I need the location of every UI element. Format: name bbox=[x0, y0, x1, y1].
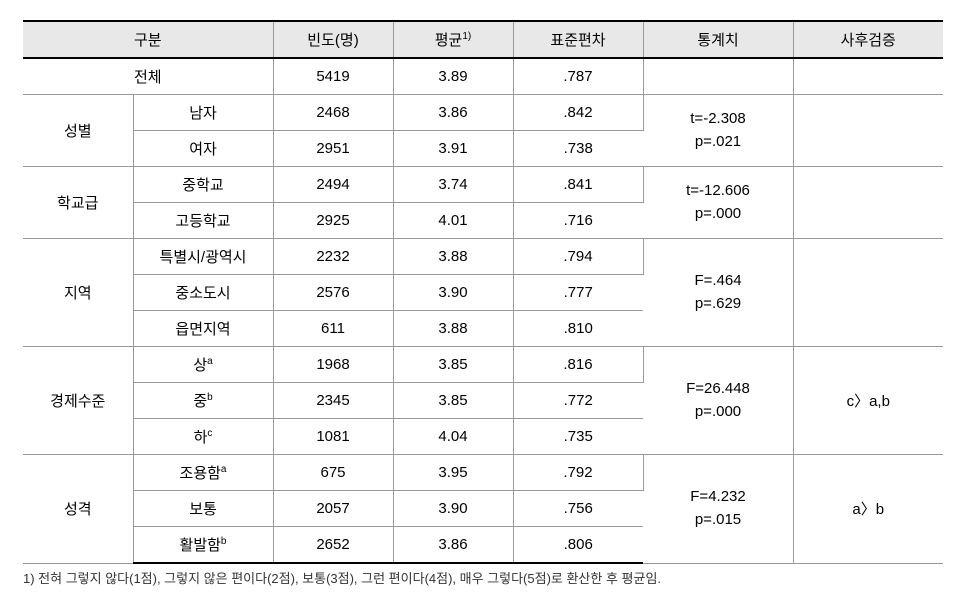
row-mean: 4.01 bbox=[393, 203, 513, 239]
total-mean: 3.89 bbox=[393, 58, 513, 95]
row-freq: 2576 bbox=[273, 275, 393, 311]
row-sd: .772 bbox=[513, 383, 643, 419]
row-stat: F=4.232p=.015 bbox=[643, 455, 793, 564]
total-row: 전체 5419 3.89 .787 bbox=[23, 58, 943, 95]
header-stat: 통계치 bbox=[643, 21, 793, 58]
row-label: 활발함b bbox=[133, 527, 273, 564]
row-mean: 3.85 bbox=[393, 347, 513, 383]
row-freq: 2345 bbox=[273, 383, 393, 419]
table-row: 지역특별시/광역시22323.88.794F=.464p=.629 bbox=[23, 239, 943, 275]
row-freq: 2951 bbox=[273, 131, 393, 167]
row-post bbox=[793, 95, 943, 167]
row-sd: .810 bbox=[513, 311, 643, 347]
row-label: 특별시/광역시 bbox=[133, 239, 273, 275]
row-post: a〉b bbox=[793, 455, 943, 564]
row-sd: .816 bbox=[513, 347, 643, 383]
header-row: 구분 빈도(명) 평균1) 표준편차 통계치 사후검증 bbox=[23, 21, 943, 58]
total-freq: 5419 bbox=[273, 58, 393, 95]
row-freq: 2925 bbox=[273, 203, 393, 239]
row-label: 고등학교 bbox=[133, 203, 273, 239]
row-mean: 3.91 bbox=[393, 131, 513, 167]
total-label: 전체 bbox=[23, 58, 273, 95]
row-post: c〉a,b bbox=[793, 347, 943, 455]
row-label: 중학교 bbox=[133, 167, 273, 203]
row-sd: .777 bbox=[513, 275, 643, 311]
row-sd: .792 bbox=[513, 455, 643, 491]
row-mean: 3.90 bbox=[393, 491, 513, 527]
row-sd: .841 bbox=[513, 167, 643, 203]
row-mean: 3.86 bbox=[393, 95, 513, 131]
row-label: 중b bbox=[133, 383, 273, 419]
row-label: 조용함a bbox=[133, 455, 273, 491]
group-label: 성격 bbox=[23, 455, 133, 564]
header-mean: 평균1) bbox=[393, 21, 513, 58]
row-label: 상a bbox=[133, 347, 273, 383]
table-row: 성격조용함a6753.95.792F=4.232p=.015a〉b bbox=[23, 455, 943, 491]
table-row: 성별남자24683.86.842t=-2.308p=.021 bbox=[23, 95, 943, 131]
row-mean: 3.95 bbox=[393, 455, 513, 491]
group-label: 경제수준 bbox=[23, 347, 133, 455]
row-label: 하c bbox=[133, 419, 273, 455]
row-post bbox=[793, 167, 943, 239]
row-label: 여자 bbox=[133, 131, 273, 167]
stats-table: 구분 빈도(명) 평균1) 표준편차 통계치 사후검증 전체 5419 3.89… bbox=[23, 20, 943, 564]
row-mean: 3.85 bbox=[393, 383, 513, 419]
row-sd: .806 bbox=[513, 527, 643, 564]
row-mean: 3.74 bbox=[393, 167, 513, 203]
footnote: 1) 전혀 그렇지 않다(1점), 그렇지 않은 편이다(2점), 보통(3점)… bbox=[23, 568, 943, 587]
row-stat: t=-2.308p=.021 bbox=[643, 95, 793, 167]
row-freq: 1081 bbox=[273, 419, 393, 455]
row-mean: 4.04 bbox=[393, 419, 513, 455]
row-sd: .738 bbox=[513, 131, 643, 167]
row-freq: 2057 bbox=[273, 491, 393, 527]
row-freq: 675 bbox=[273, 455, 393, 491]
row-mean: 3.88 bbox=[393, 239, 513, 275]
total-post bbox=[793, 58, 943, 95]
table-row: 학교급중학교24943.74.841t=-12.606p=.000 bbox=[23, 167, 943, 203]
row-label: 보통 bbox=[133, 491, 273, 527]
header-group: 구분 bbox=[23, 21, 273, 58]
total-sd: .787 bbox=[513, 58, 643, 95]
row-freq: 2652 bbox=[273, 527, 393, 564]
row-sd: .756 bbox=[513, 491, 643, 527]
group-label: 학교급 bbox=[23, 167, 133, 239]
row-sd: .735 bbox=[513, 419, 643, 455]
row-mean: 3.90 bbox=[393, 275, 513, 311]
row-freq: 2232 bbox=[273, 239, 393, 275]
row-freq: 2468 bbox=[273, 95, 393, 131]
row-sd: .842 bbox=[513, 95, 643, 131]
row-post bbox=[793, 239, 943, 347]
row-stat: F=.464p=.629 bbox=[643, 239, 793, 347]
row-label: 중소도시 bbox=[133, 275, 273, 311]
header-freq: 빈도(명) bbox=[273, 21, 393, 58]
group-label: 지역 bbox=[23, 239, 133, 347]
header-post: 사후검증 bbox=[793, 21, 943, 58]
row-freq: 2494 bbox=[273, 167, 393, 203]
total-stat bbox=[643, 58, 793, 95]
row-freq: 611 bbox=[273, 311, 393, 347]
row-sd: .794 bbox=[513, 239, 643, 275]
row-stat: t=-12.606p=.000 bbox=[643, 167, 793, 239]
table-row: 경제수준상a19683.85.816F=26.448p=.000c〉a,b bbox=[23, 347, 943, 383]
row-label: 읍면지역 bbox=[133, 311, 273, 347]
row-freq: 1968 bbox=[273, 347, 393, 383]
row-mean: 3.88 bbox=[393, 311, 513, 347]
row-sd: .716 bbox=[513, 203, 643, 239]
row-mean: 3.86 bbox=[393, 527, 513, 564]
header-sd: 표준편차 bbox=[513, 21, 643, 58]
group-label: 성별 bbox=[23, 95, 133, 167]
row-label: 남자 bbox=[133, 95, 273, 131]
row-stat: F=26.448p=.000 bbox=[643, 347, 793, 455]
